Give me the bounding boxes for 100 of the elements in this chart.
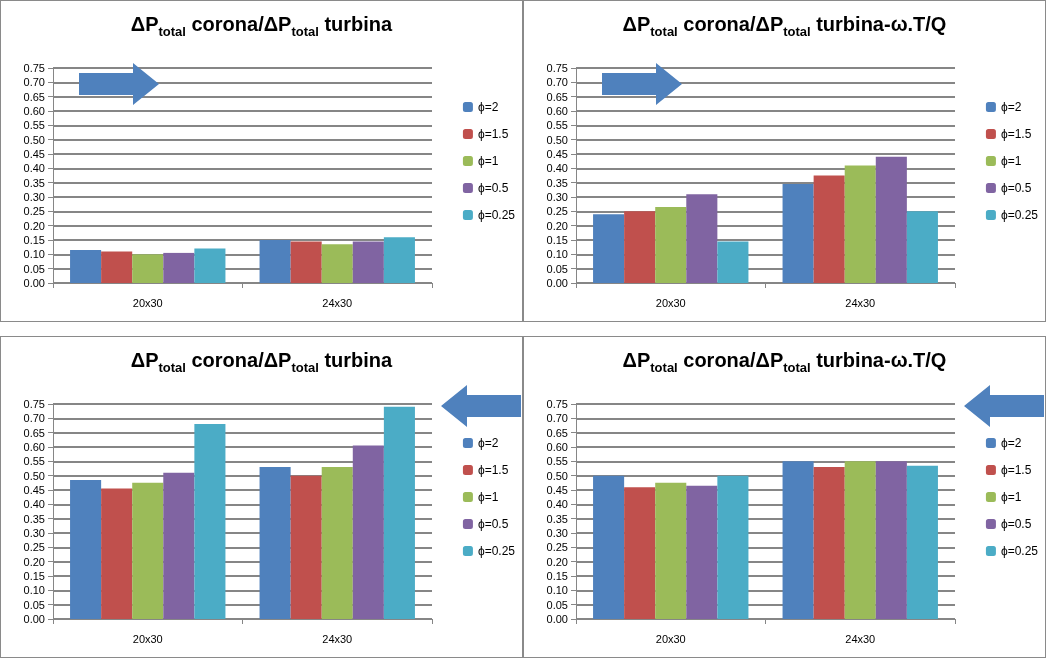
y-tick-label: 0.60 (23, 105, 45, 117)
y-tick-label: 0.05 (546, 598, 568, 611)
y-tick-label: 0.55 (546, 119, 568, 132)
y-tick-label: 0.65 (546, 426, 568, 439)
bar (624, 211, 656, 283)
y-tick-label: 0.20 (23, 219, 45, 232)
y-tick-label: 0.30 (546, 191, 568, 203)
bar (290, 241, 322, 283)
bar (624, 487, 656, 619)
y-tick-label: 0.10 (546, 248, 568, 261)
y-tick-label: 0.60 (546, 105, 568, 117)
bar (875, 461, 907, 619)
bar (290, 475, 322, 619)
x-tick-label: 24x30 (845, 296, 876, 309)
bar (194, 248, 226, 283)
legend-label: ϕ=1.5 (477, 127, 509, 141)
bar (352, 445, 384, 619)
legend-label: ϕ=2 (477, 436, 499, 450)
y-tick-label: 0.60 (546, 441, 568, 453)
y-tick-label: 0.40 (23, 162, 45, 175)
y-tick-label: 0.35 (546, 512, 568, 525)
y-tick-label: 0.55 (23, 119, 45, 132)
bar (259, 240, 291, 283)
x-tick-label: 20x30 (132, 632, 163, 645)
legend-label: ϕ=2 (1000, 100, 1022, 114)
bar (782, 461, 814, 619)
bar (717, 475, 749, 619)
x-tick-label: 24x30 (322, 296, 353, 309)
bar (655, 207, 687, 283)
bar (875, 156, 907, 283)
bar (383, 237, 415, 283)
y-tick-label: 0.15 (546, 234, 568, 246)
y-tick-label: 0.40 (546, 162, 568, 175)
y-tick-label: 0.65 (23, 426, 45, 439)
x-tick-label: 20x30 (655, 296, 686, 309)
bar (655, 482, 687, 619)
y-tick-label: 0.20 (546, 219, 568, 232)
bar (906, 465, 938, 619)
bar (163, 252, 195, 283)
y-tick-label: 0.15 (546, 570, 568, 582)
bar (163, 472, 195, 619)
y-tick-label: 0.35 (23, 176, 45, 189)
legend-label: ϕ=0.5 (477, 181, 509, 195)
bar (686, 485, 718, 619)
y-tick-label: 0.00 (23, 277, 45, 289)
y-tick-label: 0.75 (23, 398, 45, 410)
bar (321, 244, 353, 283)
y-tick-label: 0.05 (23, 598, 45, 611)
y-tick-label: 0.35 (546, 176, 568, 189)
bar (194, 424, 226, 619)
bar (844, 461, 876, 619)
y-tick-label: 0.40 (23, 498, 45, 511)
legend-label: ϕ=1 (477, 490, 499, 504)
y-tick-label: 0.55 (546, 455, 568, 468)
y-tick-label: 0.45 (23, 148, 45, 160)
y-tick-label: 0.70 (23, 412, 45, 425)
y-tick-label: 0.50 (23, 469, 45, 482)
y-tick-label: 0.30 (23, 191, 45, 203)
y-tick-label: 0.00 (23, 613, 45, 625)
bar (906, 211, 938, 283)
y-tick-label: 0.05 (546, 262, 568, 275)
y-tick-label: 0.25 (23, 205, 45, 218)
y-tick-label: 0.05 (23, 262, 45, 275)
legend-label: ϕ=1.5 (477, 463, 509, 477)
bar (686, 194, 718, 283)
y-tick-label: 0.10 (23, 248, 45, 261)
legend-label: ϕ=0.5 (477, 517, 509, 531)
legend-label: ϕ=0.25 (477, 208, 516, 222)
y-tick-label: 0.75 (546, 62, 568, 74)
bar (132, 254, 164, 283)
y-tick-label: 0.40 (546, 498, 568, 511)
legend-label: ϕ=2 (1000, 436, 1022, 450)
bar (593, 475, 625, 619)
x-tick-label: 20x30 (655, 632, 686, 645)
legend-label: ϕ=1 (1000, 154, 1022, 168)
bar (813, 175, 845, 283)
y-tick-label: 0.65 (23, 90, 45, 103)
legend-label: ϕ=0.25 (1000, 544, 1039, 558)
bar (717, 241, 749, 283)
y-tick-label: 0.00 (546, 613, 568, 625)
bar (352, 241, 384, 283)
y-tick-label: 0.45 (546, 148, 568, 160)
bar (70, 250, 102, 283)
legend-label: ϕ=0.5 (1000, 181, 1032, 195)
x-tick-label: 24x30 (322, 632, 353, 645)
y-tick-label: 0.60 (23, 441, 45, 453)
legend-label: ϕ=1.5 (1000, 463, 1032, 477)
y-tick-label: 0.25 (546, 205, 568, 218)
bar (782, 184, 814, 283)
y-tick-label: 0.45 (546, 484, 568, 496)
bar (70, 479, 102, 619)
y-tick-label: 0.50 (546, 469, 568, 482)
y-tick-label: 0.70 (23, 76, 45, 89)
y-tick-label: 0.70 (546, 76, 568, 89)
bar (383, 406, 415, 619)
y-tick-label: 0.10 (546, 584, 568, 597)
legend-label: ϕ=0.5 (1000, 517, 1032, 531)
y-tick-label: 0.75 (546, 398, 568, 410)
y-tick-label: 0.65 (546, 90, 568, 103)
y-tick-label: 0.70 (546, 412, 568, 425)
